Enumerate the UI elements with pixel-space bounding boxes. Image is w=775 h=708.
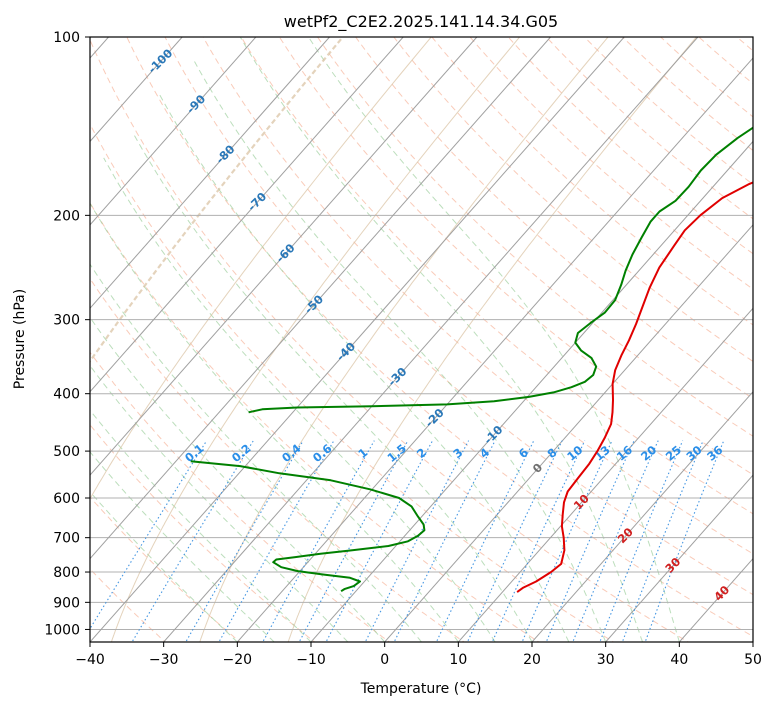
isotherm-line xyxy=(752,641,753,642)
x-tick-label: 0 xyxy=(380,652,389,668)
dry-adiabat xyxy=(393,37,753,363)
moist-adiabat xyxy=(90,263,422,642)
moist-adiabat xyxy=(239,37,643,642)
isotherm-line xyxy=(90,37,404,393)
x-tick-label: 50 xyxy=(744,652,762,668)
y-tick-label: 400 xyxy=(53,387,80,403)
y-axis: 1000 900 800 700 600 500 400 300 200 100 xyxy=(44,30,90,638)
moist-adiabat xyxy=(90,202,459,642)
mixing-ratio-line xyxy=(90,440,208,630)
isobar-grid xyxy=(90,37,753,630)
dry-adiabat xyxy=(164,37,753,596)
dry-adiabat xyxy=(469,37,753,290)
x-tick-label: 30 xyxy=(597,652,615,668)
isotherm-line xyxy=(90,37,551,560)
mixing-ratio-line xyxy=(131,440,254,642)
x-tick-label: −30 xyxy=(149,652,179,668)
isotherm-line xyxy=(310,140,753,642)
x-tick-label: −10 xyxy=(296,652,326,668)
x-tick-label: −20 xyxy=(223,652,253,668)
moist-adiabat xyxy=(90,316,386,642)
plot-frame xyxy=(89,36,754,643)
mixing-ratio-line xyxy=(621,440,704,642)
wetbulb-curve xyxy=(90,37,345,364)
y-axis-title: Pressure (hPa) xyxy=(12,289,28,389)
moist-adiabat xyxy=(90,490,238,642)
mixing-ratio-line xyxy=(325,440,434,642)
sounding-profiles xyxy=(190,126,753,593)
isotherm-line xyxy=(90,37,330,310)
isotherm-line xyxy=(90,37,625,642)
wetbulb-curve xyxy=(90,37,432,500)
isotherm-line xyxy=(163,37,699,642)
x-tick-label: 20 xyxy=(523,652,541,668)
moist-adiabat xyxy=(159,94,570,642)
dry-adiabat xyxy=(90,351,391,642)
y-tick-label: 300 xyxy=(53,313,80,329)
y-tick-label: 1000 xyxy=(44,622,80,638)
x-axis: −40 −30 −20 −10 0 10 20 30 40 50 xyxy=(75,642,762,668)
moist-adiabat xyxy=(308,37,680,642)
mixing-ratio-line xyxy=(364,440,470,642)
y-tick-label: 700 xyxy=(53,531,80,547)
y-tick-label: 200 xyxy=(53,208,80,224)
chart-title: wetPf2_C2E2.2025.141.14.34.G05 xyxy=(284,12,558,32)
dewpoint-upper-profile xyxy=(248,126,753,414)
x-tick-label: 40 xyxy=(670,652,688,668)
mixing-ratio-line xyxy=(298,440,409,642)
mixing-ratio-line xyxy=(491,440,586,642)
dry-adiabat xyxy=(240,37,753,515)
x-axis-title: Temperature (°C) xyxy=(360,681,482,697)
temperature-profile xyxy=(516,181,753,593)
y-tick-label: 100 xyxy=(53,30,80,46)
y-tick-label: 900 xyxy=(53,595,80,611)
y-tick-label: 600 xyxy=(53,491,80,507)
mixing-ratio-line xyxy=(599,440,684,642)
moist-adiabat xyxy=(103,157,496,642)
dewpoint-profile xyxy=(190,460,426,593)
dry-adiabat xyxy=(202,37,753,555)
x-tick-label: 10 xyxy=(449,652,467,668)
isotherm-line xyxy=(90,37,257,226)
moist-adiabat xyxy=(194,61,607,642)
mixing-ratio-line xyxy=(545,440,635,642)
y-tick-label: 500 xyxy=(53,444,80,460)
isotherm-line xyxy=(457,307,753,642)
y-tick-label: 800 xyxy=(53,565,80,581)
isotherm-line xyxy=(90,37,183,143)
mixing-ratio-line xyxy=(185,440,304,642)
moist-adiabat xyxy=(90,409,312,642)
mixing-ratio-line xyxy=(218,440,335,642)
dry-adiabat xyxy=(431,37,753,326)
isotherm-grid xyxy=(90,37,753,642)
plot-background xyxy=(90,37,753,642)
dry-adiabat xyxy=(760,24,775,645)
dry-adiabat xyxy=(90,424,316,642)
isotherm-line xyxy=(236,57,753,642)
isotherm-line xyxy=(384,224,753,642)
isotherm-line xyxy=(605,474,753,642)
moist-adiabats xyxy=(90,37,680,642)
x-tick-label: −40 xyxy=(75,652,105,668)
mixing-ratio-lines xyxy=(90,440,725,642)
moist-adiabat xyxy=(132,132,533,642)
isotherm-line xyxy=(531,390,753,642)
mixing-ratio-line xyxy=(572,440,659,642)
mixing-ratio-line xyxy=(466,440,563,642)
isotherm-line xyxy=(90,37,478,476)
